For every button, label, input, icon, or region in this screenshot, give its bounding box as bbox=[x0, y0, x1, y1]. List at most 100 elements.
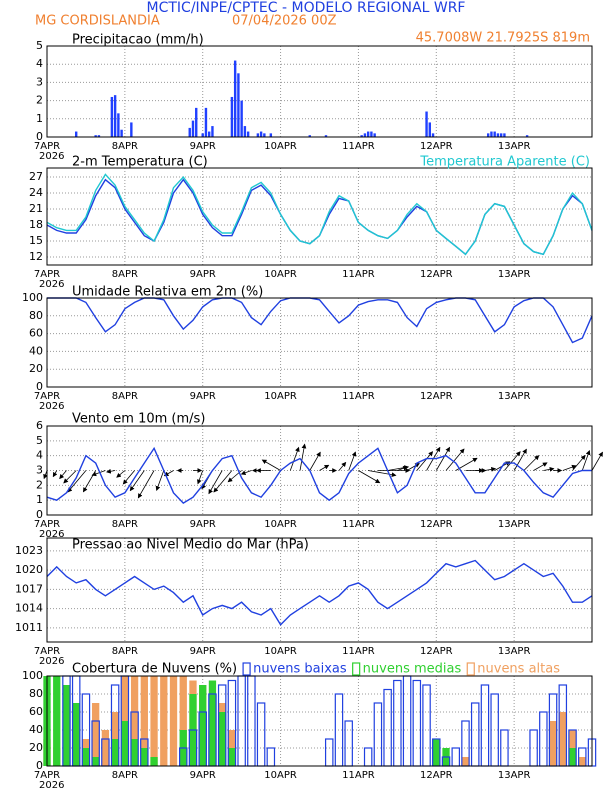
x-tick-label: 8APR bbox=[112, 646, 138, 657]
y-tick-label: 1017 bbox=[15, 582, 43, 595]
x-tick-label: 9APR bbox=[190, 519, 216, 530]
cloud-bar bbox=[412, 679, 422, 767]
cloud-bar bbox=[53, 676, 61, 766]
station: MG CORDISLANDIA bbox=[35, 14, 160, 29]
x-tick-label: 9APR bbox=[190, 141, 216, 152]
cloud-bar bbox=[559, 712, 567, 766]
x-tick-label: 10APR bbox=[264, 391, 297, 402]
series-line bbox=[46, 559, 593, 626]
wind-arrow bbox=[155, 470, 165, 491]
wind-arrow bbox=[213, 470, 233, 493]
x-tick-label: 12APR bbox=[420, 770, 453, 781]
x-tick-label: 9APR bbox=[190, 391, 216, 402]
wind-arrow bbox=[435, 446, 450, 471]
y-tick-label: 15 bbox=[29, 234, 43, 247]
y-tick-label: 12 bbox=[29, 250, 43, 263]
wind-arrow bbox=[572, 454, 586, 471]
x-tick-label: 10APR bbox=[264, 141, 297, 152]
run-date: 07/04/2026 00Z bbox=[232, 14, 337, 29]
bar bbox=[363, 133, 367, 137]
y-tick-label: 80 bbox=[29, 687, 43, 700]
y-tick-label: 1023 bbox=[15, 544, 43, 557]
x-tick-label: 12APR bbox=[420, 141, 453, 152]
wind-arrow bbox=[129, 470, 145, 492]
bar bbox=[324, 135, 328, 137]
bar bbox=[211, 126, 214, 137]
wind-arrow bbox=[562, 464, 577, 471]
plot-frame bbox=[46, 297, 593, 388]
bar bbox=[195, 107, 198, 137]
y-tick-label: 4 bbox=[36, 449, 43, 462]
y-tick-label: 3 bbox=[36, 464, 43, 477]
year-label: 2026 bbox=[39, 279, 64, 290]
wind-arrow bbox=[348, 451, 357, 471]
cloud-bar bbox=[451, 747, 460, 767]
bar bbox=[233, 60, 237, 138]
x-tick-label: 13APR bbox=[498, 770, 531, 781]
x-tick-label: 9APR bbox=[190, 646, 216, 657]
cloud-bar bbox=[150, 676, 158, 766]
cloud-bar bbox=[247, 675, 256, 767]
x-tick-label: 13APR bbox=[498, 269, 531, 280]
bar bbox=[243, 126, 247, 137]
cloud-bar bbox=[393, 679, 402, 767]
plot-frame bbox=[46, 675, 593, 767]
year-label: 2026 bbox=[39, 780, 64, 791]
wind-arrow bbox=[67, 470, 87, 493]
bar bbox=[240, 100, 243, 137]
x-tick-label: 13APR bbox=[498, 391, 531, 402]
wind-arrow bbox=[137, 470, 155, 499]
x-tick-label: 10APR bbox=[264, 519, 297, 530]
y-tick-label: 100 bbox=[22, 669, 43, 682]
wind-arrow bbox=[59, 470, 67, 480]
wind-arrow bbox=[358, 470, 381, 484]
bar bbox=[496, 133, 500, 137]
bar bbox=[493, 131, 496, 137]
bar bbox=[120, 129, 123, 137]
x-tick-label: 8APR bbox=[112, 770, 138, 781]
cloud-bar bbox=[169, 676, 178, 766]
cloud-bar bbox=[121, 721, 129, 766]
wind-arrow bbox=[63, 470, 77, 484]
bar bbox=[263, 133, 266, 137]
bar bbox=[486, 133, 490, 137]
year-label: 2026 bbox=[39, 401, 64, 412]
wind-arrow bbox=[543, 467, 555, 472]
panel-title: Cobertura de Nuvens (%) bbox=[72, 662, 237, 677]
bar bbox=[94, 135, 97, 137]
bar bbox=[237, 73, 240, 137]
cloud-bar bbox=[140, 748, 148, 766]
x-tick-label: 12APR bbox=[420, 391, 453, 402]
bar bbox=[428, 122, 431, 137]
wind-arrow bbox=[52, 470, 58, 478]
bar bbox=[503, 133, 506, 137]
x-tick-label: 8APR bbox=[112, 141, 138, 152]
wind-arrow bbox=[91, 470, 106, 477]
wind-arrow bbox=[338, 461, 347, 471]
wind-arrow bbox=[83, 470, 97, 493]
cloud-bar bbox=[480, 684, 490, 767]
cloud-bar bbox=[539, 711, 548, 767]
plot-frame bbox=[46, 167, 593, 266]
bar bbox=[188, 127, 191, 137]
y-tick-label: 0 bbox=[36, 508, 43, 521]
plot-frame bbox=[46, 425, 593, 516]
y-tick-label: 1014 bbox=[15, 602, 43, 615]
cloud-bar bbox=[568, 748, 577, 766]
wind-arrow bbox=[122, 470, 135, 485]
panel-title: Pressao ao Nivel Medio do Mar (hPa) bbox=[72, 538, 309, 553]
wind-arrow bbox=[319, 464, 330, 471]
bar bbox=[97, 135, 101, 137]
cloud-bar bbox=[218, 712, 226, 766]
x-tick-label: 8APR bbox=[112, 391, 138, 402]
series-line bbox=[46, 446, 592, 504]
y-tick-label: 24 bbox=[29, 186, 43, 199]
panel-title: Vento em 10m (m/s) bbox=[72, 412, 205, 427]
bar bbox=[191, 120, 195, 137]
x-tick-label: 11APR bbox=[342, 519, 375, 530]
y-tick-label: 1020 bbox=[15, 563, 43, 576]
bar bbox=[525, 135, 529, 137]
cloud-bar bbox=[92, 703, 100, 766]
bar bbox=[256, 133, 260, 137]
